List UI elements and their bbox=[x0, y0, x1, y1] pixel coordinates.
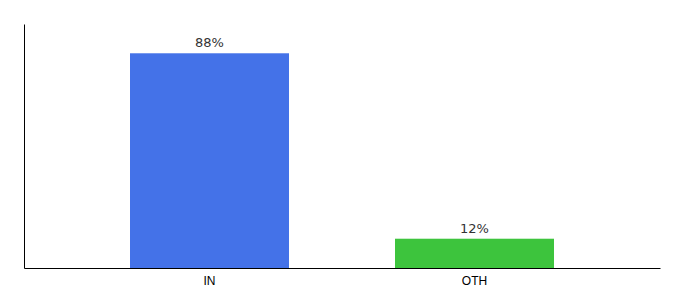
plot: IN OTH 88% 12% bbox=[25, 25, 661, 288]
x-axis: IN OTH bbox=[25, 269, 661, 288]
data-label: 88% bbox=[195, 35, 224, 50]
x-tick-label: OTH bbox=[462, 274, 487, 288]
y-axis bbox=[24, 25, 25, 269]
chart: IN OTH 88% 12% bbox=[0, 0, 680, 300]
data-label: 12% bbox=[460, 221, 489, 236]
x-axis-line bbox=[25, 268, 661, 269]
x-tick-label: IN bbox=[204, 274, 216, 288]
data-labels: 88% 12% bbox=[195, 35, 489, 235]
bar bbox=[130, 53, 289, 268]
bar bbox=[395, 239, 554, 268]
x-tick: IN bbox=[204, 274, 216, 288]
bars bbox=[130, 53, 554, 268]
y-axis-line bbox=[24, 25, 25, 269]
x-tick: OTH bbox=[462, 274, 487, 288]
